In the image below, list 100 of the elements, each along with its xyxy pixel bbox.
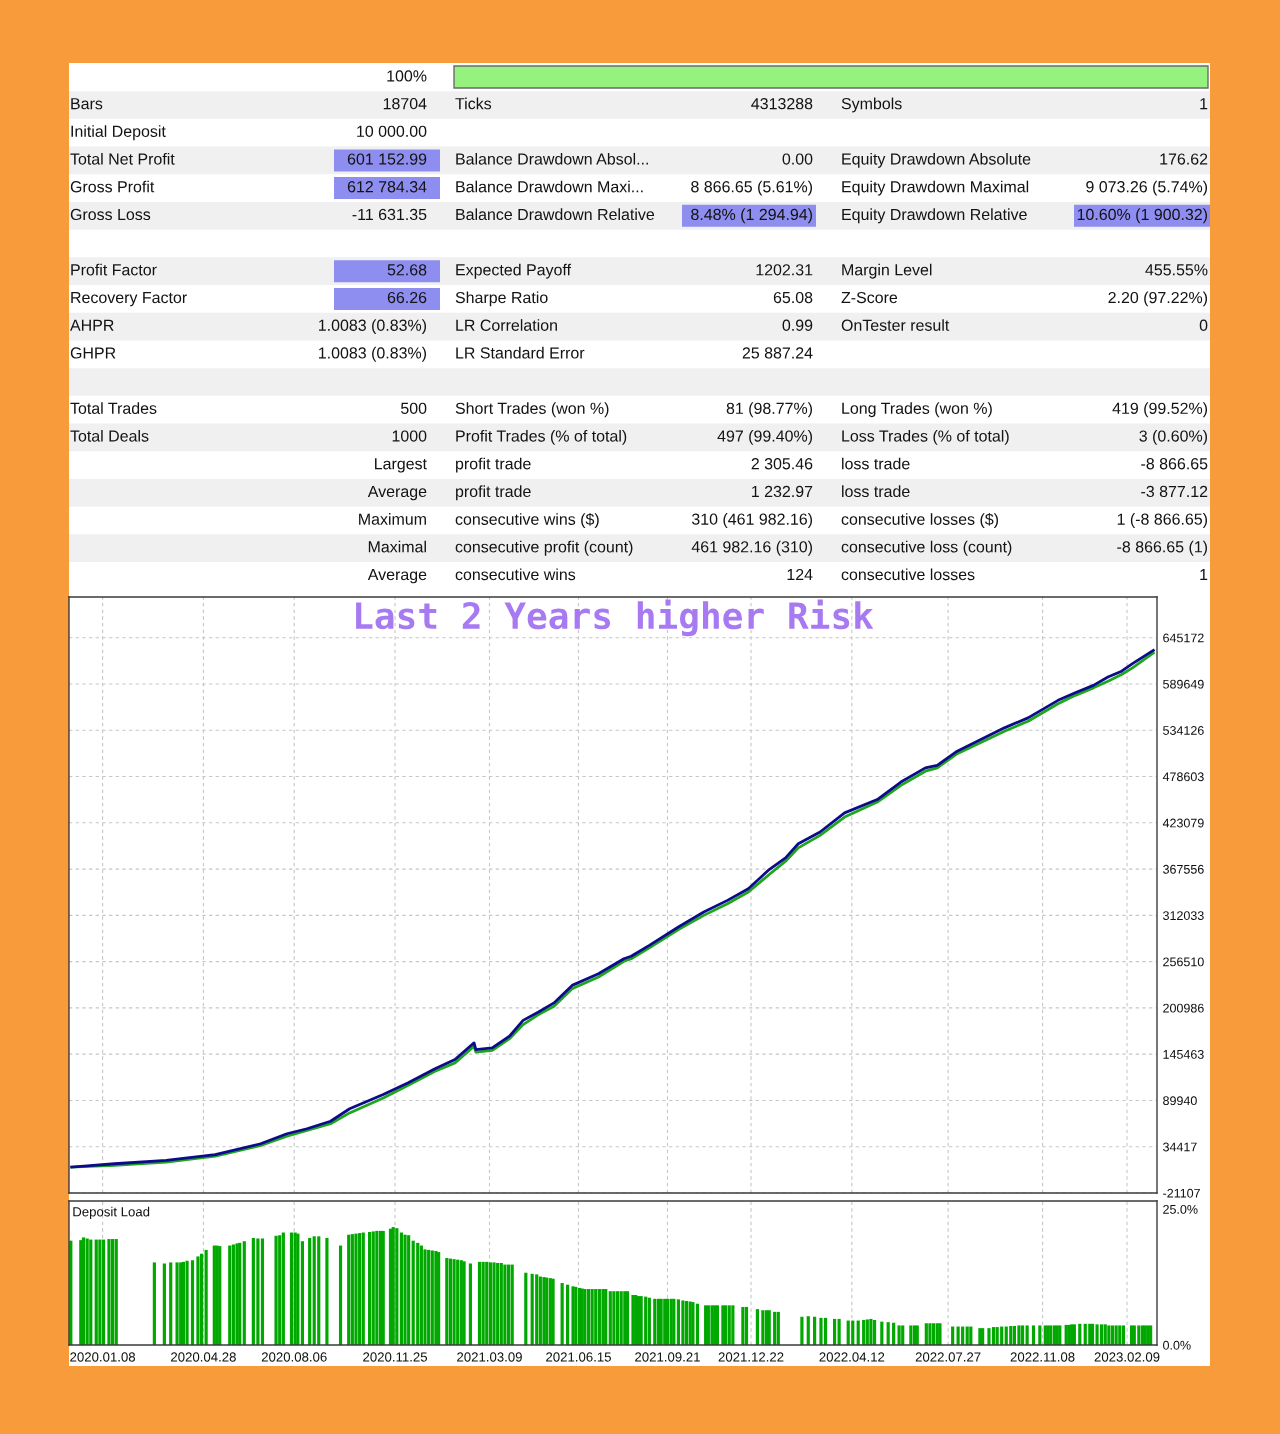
text: Maximum <box>359 513 426 525</box>
x-tick-label: 2020.08.06 <box>261 1352 327 1362</box>
text: consecutive loss (count) <box>841 540 1012 556</box>
text: Balance Drawdown Absol... <box>456 152 648 165</box>
y-tick-label: -21107 <box>1163 1188 1200 1198</box>
text: -8 866.65 (1) <box>1117 540 1208 556</box>
text: Bars <box>71 98 103 110</box>
text: 9 073.26 (5.74%) <box>1086 180 1208 196</box>
text: Average <box>367 485 427 501</box>
text: 8 866.65 (5.61%) <box>691 180 813 196</box>
text: 52.68 <box>387 264 427 276</box>
text: consecutive profit (count) <box>455 540 633 556</box>
text: OnTester result <box>841 319 950 331</box>
text: Largest <box>375 458 427 473</box>
text: 176.62 <box>1160 153 1208 165</box>
text: 0.99 <box>782 319 813 331</box>
text: Total Deals <box>70 429 149 442</box>
y-tick-label: 478603 <box>1162 772 1204 782</box>
text: 0 <box>1199 319 1208 331</box>
x-tick-label: 2021.09.21 <box>635 1352 700 1362</box>
y-tick-label: 423079 <box>1162 818 1204 828</box>
text: -3 877.12 <box>1141 485 1208 498</box>
x-tick-label: 2022.07.27 <box>915 1352 981 1362</box>
y-tick-label: 589649 <box>1163 679 1204 689</box>
x-tick-label: 2021.06.15 <box>546 1352 611 1362</box>
text: 124 <box>787 568 813 581</box>
text: GHPR <box>70 347 116 359</box>
text: Profit Factor <box>71 263 157 276</box>
y-tick-label: 645172 <box>1163 633 1204 643</box>
text: Loss Trades (% of total) <box>842 429 1009 445</box>
text: Ticks <box>455 97 492 110</box>
text: 1.0083 (0.83%) <box>319 346 427 362</box>
x-tick-label: 2021.12.22 <box>718 1352 784 1362</box>
x-tick-label: 2022.04.12 <box>819 1352 885 1362</box>
text: 601 152.99 <box>347 153 427 165</box>
text: 2 305.46 <box>751 458 813 470</box>
text: Z-Score <box>841 291 898 304</box>
text: 1 <box>1200 569 1208 581</box>
text: profit trade <box>456 485 531 501</box>
text: Short Trades (won %) <box>455 402 609 418</box>
text: Gross Profit <box>70 180 155 193</box>
text: Initial Deposit <box>71 125 166 141</box>
x-tick-label: 2023.02.09 <box>1094 1352 1160 1362</box>
text: Average <box>367 569 427 584</box>
y-tick-label: 200986 <box>1163 1003 1204 1013</box>
y-tick-label: 34417 <box>1163 1142 1197 1152</box>
x-tick-label: 2020.04.28 <box>171 1352 236 1362</box>
text: Profit Trades (% of total) <box>456 429 627 445</box>
text: Equity Drawdown Absolute <box>842 152 1031 168</box>
text: 1.0083 (0.83%) <box>319 319 427 335</box>
text: 1 232.97 <box>752 485 813 498</box>
text: -11 631.35 <box>352 208 427 221</box>
text: 4313288 <box>751 97 813 110</box>
text: Equity Drawdown Maximal <box>842 180 1029 196</box>
text: LR Correlation <box>456 319 557 331</box>
y-tick-label: 256510 <box>1163 957 1204 967</box>
text: -8 866.65 <box>1141 458 1208 470</box>
text: 65.08 <box>773 291 813 304</box>
text: Equity Drawdown Relative <box>842 208 1027 224</box>
text: Maximal <box>368 540 426 553</box>
text: consecutive losses ($) <box>841 512 999 529</box>
x-tick-label: 2020.01.08 <box>70 1352 136 1362</box>
text: Balance Drawdown Maxi... <box>456 180 643 193</box>
text: profit trade <box>456 457 531 473</box>
x-tick-label: 2022.11.08 <box>1010 1352 1075 1362</box>
text: consecutive losses <box>841 568 975 581</box>
text: 10 000.00 <box>357 125 427 137</box>
text: 1 (-8 866.65) <box>1117 513 1208 528</box>
y-tick-label: 25.0% <box>1163 1204 1198 1214</box>
text: 500 <box>400 402 427 414</box>
text: 100% <box>387 70 427 82</box>
text: 66.26 <box>387 291 427 304</box>
text: Sharpe Ratio <box>455 291 548 307</box>
y-tick-label: 0.0% <box>1163 1340 1191 1350</box>
y-tick-label: 145463 <box>1163 1049 1204 1059</box>
text: Margin Level <box>842 263 932 279</box>
text: 1000 <box>392 430 427 442</box>
chart-title: Deposit Load <box>73 1206 150 1220</box>
text: 497 (99.40%) <box>717 429 813 445</box>
x-tick-label: 2020.11.25 <box>363 1352 428 1362</box>
text: 3 (0.60%) <box>1139 429 1208 445</box>
text: loss trade <box>842 457 910 470</box>
text: Long Trades (won %) <box>842 402 992 418</box>
text: consecutive wins ($) <box>455 512 599 529</box>
text: Recovery Factor <box>71 292 187 307</box>
text: AHPR <box>70 319 114 331</box>
text: 2.20 (97.22%) <box>1108 291 1208 307</box>
text: 1 <box>1200 98 1208 110</box>
text: loss trade <box>842 485 910 498</box>
text: 455.55% <box>1145 264 1208 276</box>
y-tick-label: 534126 <box>1163 726 1204 735</box>
text: Gross Loss <box>70 208 151 221</box>
y-tick-label: 89940 <box>1163 1096 1197 1106</box>
text: 81 (98.77%) <box>726 402 813 418</box>
x-tick-label: 2021.03.09 <box>457 1352 522 1362</box>
text: Total Trades <box>70 402 157 414</box>
text: 419 (99.52%) <box>1112 402 1208 418</box>
y-tick-label: 367556 <box>1163 864 1204 874</box>
text: Symbols <box>841 97 902 113</box>
text: 8.48% (1 294.94) <box>691 208 813 224</box>
